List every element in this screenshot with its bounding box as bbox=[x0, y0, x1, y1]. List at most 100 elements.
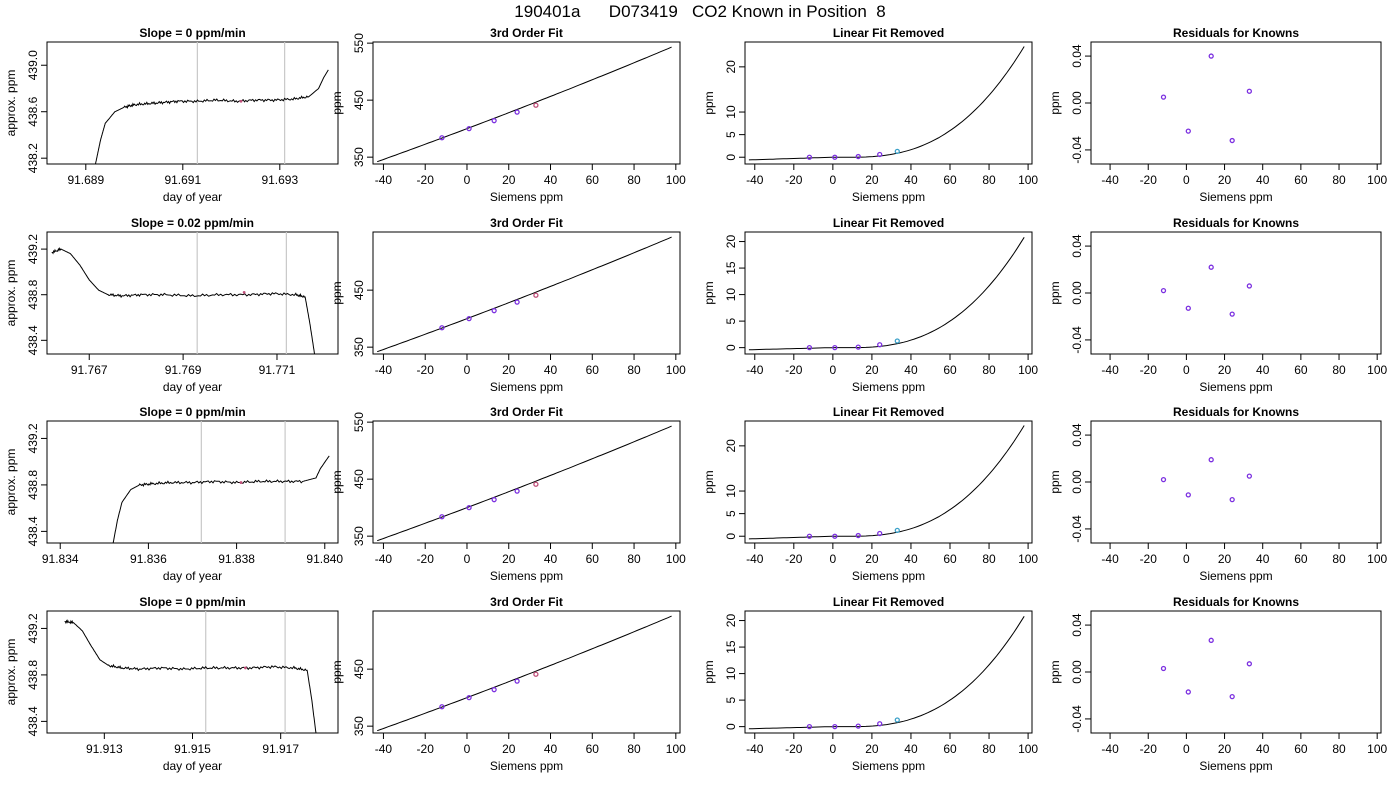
panel-r4c2-point-0 bbox=[439, 704, 445, 710]
panel-r3c4-frame bbox=[1090, 420, 1382, 544]
panel-r3c4-point-1 bbox=[1185, 492, 1191, 498]
panel-r3c3: Linear Fit Removed -40 -20 0 20 40 60 80 100 0 5 10… bbox=[702, 405, 1038, 583]
panel-r1c4-xtick-label-5: 60 bbox=[1294, 173, 1308, 187]
panel-r4c4-xtick-label-0: -40 bbox=[1101, 742, 1119, 756]
panel-r1c1-xtick-label-0: 91.689 bbox=[67, 173, 104, 187]
panel-r2c3-point-1 bbox=[832, 344, 838, 351]
panel-r4c3-plot-area bbox=[748, 616, 1025, 730]
panel-r1c2-xlabel: Siemens ppm bbox=[490, 190, 563, 204]
panel-r1c3-point-4 bbox=[894, 148, 900, 154]
panel-r3c4-xtick-label-5: 60 bbox=[1294, 552, 1308, 566]
panel-r3c2-point-4 bbox=[533, 481, 539, 487]
panel-r1c4-title: Residuals for Knowns bbox=[1173, 26, 1299, 40]
panel-r4c3-ytick-label-2: 10 bbox=[724, 667, 738, 681]
panel-r4c2-xlabel: Siemens ppm bbox=[490, 759, 563, 773]
panel-r1c3-xtick-label-7: 100 bbox=[1018, 173, 1038, 187]
panel-r4c4-plot-area bbox=[1160, 637, 1253, 700]
panel-r3c2: 3rd Order Fit -40 -20 0 20 40 60 80 100 350 450 550… bbox=[330, 405, 686, 583]
panel-r2c2-xtick-label-1: -20 bbox=[417, 363, 435, 377]
panel-r2c3-ytick-label-0: 0 bbox=[724, 344, 738, 351]
panel-r4c3-xlabel: Siemens ppm bbox=[852, 759, 925, 773]
panel-r2c2-xtick-label-4: 40 bbox=[544, 363, 558, 377]
panel-r1c3-point-1 bbox=[832, 154, 838, 160]
panel-r3c2-xtick-label-3: 20 bbox=[502, 552, 516, 566]
panel-r4c2-series-line-0 bbox=[377, 615, 672, 732]
panel-r1c2-ytick-label-2: 550 bbox=[352, 33, 366, 53]
panel-r3c1-xtick-label-0: 91.834 bbox=[42, 552, 79, 566]
panel-r3c4: Residuals for Knowns -40 -20 0 20 40 60 80 100 -0… bbox=[1048, 405, 1388, 583]
panel-r2c3-title: Linear Fit Removed bbox=[833, 216, 944, 230]
panel-r3c4-xtick-label-2: 0 bbox=[1183, 552, 1190, 566]
panel-r3c3-ytick-label-3: 20 bbox=[724, 439, 738, 453]
panel-r4c4-xtick-label-5: 60 bbox=[1294, 742, 1308, 756]
panel-r3c3-xtick-label-7: 100 bbox=[1018, 552, 1038, 566]
panel-r1c4-xtick-label-3: 20 bbox=[1218, 173, 1232, 187]
panel-r1c4-xtick-label-6: 80 bbox=[1332, 173, 1346, 187]
panel-r2c3: Linear Fit Removed -40 -20 0 20 40 60 80 100 0 5 10… bbox=[702, 216, 1038, 394]
panel-r4c3-point-3 bbox=[877, 721, 883, 727]
panel-r1c2-xtick-label-1: -20 bbox=[417, 173, 435, 187]
panel-r3c3-plot-area bbox=[748, 425, 1025, 540]
panel-r2c2-xtick-label-5: 60 bbox=[586, 363, 600, 377]
panel-r4c3-xtick-label-5: 60 bbox=[943, 742, 957, 756]
panel-r1c2-title: 3rd Order Fit bbox=[490, 26, 563, 40]
panel-r1c4-xtick-label-0: -40 bbox=[1101, 173, 1119, 187]
panel-r3c4-xtick-label-7: 100 bbox=[1367, 552, 1387, 566]
panel-r3c1-highlight-point bbox=[239, 481, 243, 484]
panel-r1c1-xtick-label-2: 91.693 bbox=[261, 173, 298, 187]
panel-r2c4-ytick-label-2: 0.04 bbox=[1070, 234, 1084, 258]
panel-r4c3-ytick-label-1: 5 bbox=[724, 696, 738, 703]
panel-r1c3-ytick-label-0: 0 bbox=[724, 154, 738, 161]
panel-r1c2-xtick-label-6: 80 bbox=[627, 173, 641, 187]
panel-r3c1-xtick-label-3: 91.840 bbox=[306, 552, 343, 566]
panel-r1c4-xtick-label-4: 40 bbox=[1256, 173, 1270, 187]
panel-r2c3-xtick-label-3: 20 bbox=[865, 363, 879, 377]
panel-r2c1-ytick-label-2: 439.2 bbox=[26, 234, 40, 264]
panel-r3c3-xtick-label-2: 0 bbox=[830, 552, 837, 566]
panel-r1c4-point-1 bbox=[1185, 128, 1191, 134]
panel-r3c1-xtick-label-1: 91.836 bbox=[130, 552, 167, 566]
panel-r4c4-ylabel: ppm bbox=[1048, 660, 1062, 683]
panel-r1c4-plot-area bbox=[1160, 53, 1253, 144]
panel-r1c1-frame bbox=[46, 41, 339, 165]
panel-r1c4-xtick-label-1: -20 bbox=[1140, 173, 1158, 187]
panel-r3c4-xlabel: Siemens ppm bbox=[1199, 569, 1272, 583]
panel-r2c2: 3rd Order Fit -40 -20 0 20 40 60 80 100 350 450 Sie… bbox=[330, 216, 686, 394]
panel-r4c4-xtick-label-1: -20 bbox=[1140, 742, 1158, 756]
panel-r3c3-point-4 bbox=[894, 527, 900, 533]
panel-r1c4-ytick-label-0: -0.04 bbox=[1070, 136, 1084, 164]
panel-r2c3-xtick-label-5: 60 bbox=[943, 363, 957, 377]
panel-r2c3-point-4 bbox=[894, 338, 900, 344]
panel-r2c1: Slope = 0.02 ppm/min 91.767 91.769 91.771 43… bbox=[4, 216, 339, 394]
panel-r3c1-ylabel: approx. ppm bbox=[4, 449, 18, 516]
panel-r4c4-xlabel: Siemens ppm bbox=[1199, 759, 1272, 773]
panel-r1c4-xlabel: Siemens ppm bbox=[1199, 190, 1272, 204]
panel-r3c2-ytick-label-2: 550 bbox=[352, 412, 366, 432]
panel-r4c3-xtick-label-6: 80 bbox=[982, 742, 996, 756]
panel-r2c4-ylabel: ppm bbox=[1048, 281, 1062, 304]
panel-r4c4-xtick-label-3: 20 bbox=[1218, 742, 1232, 756]
panel-r4c1-xtick-label-2: 91.917 bbox=[262, 742, 299, 756]
panel-r1c3-series-line-0 bbox=[748, 46, 1025, 161]
panel-r2c3-ytick-label-1: 5 bbox=[724, 317, 738, 324]
panel-r3c2-xtick-label-6: 80 bbox=[627, 552, 641, 566]
panel-r4c2-point-3 bbox=[514, 678, 520, 684]
panel-r4c1-ylabel: approx. ppm bbox=[4, 639, 18, 706]
panel-r4c3-xtick-label-2: 0 bbox=[830, 742, 837, 756]
panel-r3c2-xtick-label-4: 40 bbox=[544, 552, 558, 566]
panel-r2c2-xtick-label-7: 100 bbox=[666, 363, 686, 377]
panel-r2c1-highlight-point bbox=[242, 291, 246, 294]
panel-r3c2-point-0 bbox=[439, 514, 445, 520]
panel-r1c2-series-line-0 bbox=[377, 46, 672, 163]
panel-r1c3-point-2 bbox=[855, 153, 861, 160]
panel-r1c4-ytick-label-2: 0.04 bbox=[1070, 44, 1084, 68]
panel-r2c2-frame bbox=[372, 231, 681, 355]
panel-r4c2-xtick-label-6: 80 bbox=[627, 742, 641, 756]
panel-r3c3-xlabel: Siemens ppm bbox=[852, 569, 925, 583]
panel-r2c2-title: 3rd Order Fit bbox=[490, 216, 563, 230]
panel-r2c1-xlabel: day of year bbox=[163, 380, 222, 394]
panel-r4c3-xtick-label-4: 40 bbox=[904, 742, 918, 756]
panel-r1c2-xtick-label-7: 100 bbox=[666, 173, 686, 187]
panel-r2c4-ytick-label-1: 0.00 bbox=[1070, 281, 1084, 305]
panel-r2c3-ytick-label-3: 15 bbox=[724, 261, 738, 275]
